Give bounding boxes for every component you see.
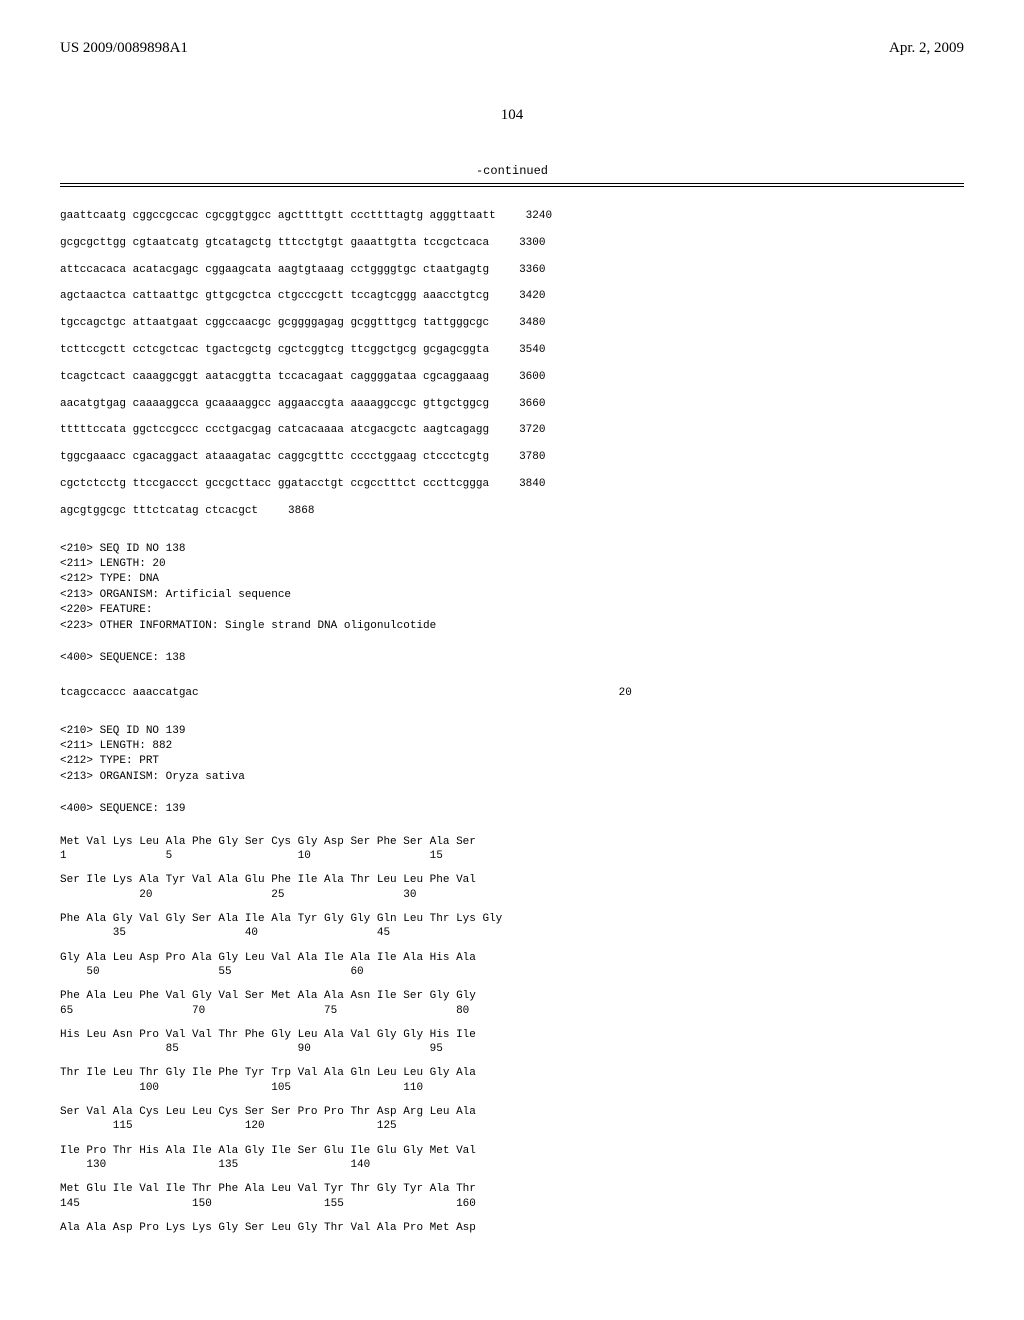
- dna-sequence-line: tggcgaaacc cgacaggact ataaagatac caggcgt…: [60, 448, 964, 468]
- page-header: US 2009/0089898A1 Apr. 2, 2009: [60, 40, 964, 57]
- dna-sequence-line: tcagctcact caaaggcggt aatacggtta tccacag…: [60, 368, 964, 388]
- protein-row: Ser Ile Lys Ala Tyr Val Ala Glu Phe Ile …: [60, 873, 964, 902]
- protein-row: Phe Ala Gly Val Gly Ser Ala Ile Ala Tyr …: [60, 912, 964, 941]
- protein-row: His Leu Asn Pro Val Val Thr Phe Gly Leu …: [60, 1028, 964, 1057]
- dna-sequence-line: agcgtggcgc tttctcatag ctcacgct3868: [60, 502, 964, 522]
- protein-row: Thr Ile Leu Thr Gly Ile Phe Tyr Trp Val …: [60, 1066, 964, 1095]
- patent-number: US 2009/0089898A1: [60, 40, 188, 57]
- metadata-line: <210> SEQ ID NO 138: [60, 542, 964, 557]
- metadata-line: <213> ORGANISM: Oryza sativa: [60, 770, 964, 785]
- metadata-line: <220> FEATURE:: [60, 603, 964, 618]
- dna-sequence-line: gaattcaatg cggccgccac cgcggtggcc agctttt…: [60, 207, 964, 227]
- sequence-139-label: <400> SEQUENCE: 139: [60, 800, 964, 820]
- patent-date: Apr. 2, 2009: [889, 40, 964, 57]
- protein-row: Met Val Lys Leu Ala Phe Gly Ser Cys Gly …: [60, 835, 964, 864]
- dna-sequence-block: gaattcaatg cggccgccac cgcggtggcc agctttt…: [60, 207, 964, 522]
- page-number: 104: [60, 107, 964, 124]
- protein-row: Ile Pro Thr His Ala Ile Ala Gly Ile Ser …: [60, 1144, 964, 1173]
- metadata-line: <211> LENGTH: 882: [60, 739, 964, 754]
- metadata-line: <223> OTHER INFORMATION: Single strand D…: [60, 619, 964, 634]
- metadata-line: <212> TYPE: DNA: [60, 572, 964, 587]
- metadata-line: <211> LENGTH: 20: [60, 557, 964, 572]
- dna-sequence-line: gcgcgcttgg cgtaatcatg gtcatagctg tttcctg…: [60, 234, 964, 254]
- metadata-line: <213> ORGANISM: Artificial sequence: [60, 588, 964, 603]
- sequence-138-label: <400> SEQUENCE: 138: [60, 649, 964, 669]
- protein-row: Met Glu Ile Val Ile Thr Phe Ala Leu Val …: [60, 1182, 964, 1211]
- dna-sequence-line: attccacaca acatacgagc cggaagcata aagtgta…: [60, 261, 964, 281]
- divider-thin: [60, 186, 964, 187]
- metadata-139: <210> SEQ ID NO 139<211> LENGTH: 882<212…: [60, 724, 964, 786]
- dna-sequence-line: tcttccgctt cctcgctcac tgactcgctg cgctcgg…: [60, 341, 964, 361]
- dna-sequence-line: aacatgtgag caaaaggcca gcaaaaggcc aggaacc…: [60, 395, 964, 415]
- protein-row: Ala Ala Asp Pro Lys Lys Gly Ser Leu Gly …: [60, 1221, 964, 1235]
- dna-sequence-line: agctaactca cattaattgc gttgcgctca ctgcccg…: [60, 287, 964, 307]
- sequence-138: tcagccaccc aaaccatgac20: [60, 684, 964, 704]
- protein-row: Phe Ala Leu Phe Val Gly Val Ser Met Ala …: [60, 989, 964, 1018]
- continued-label: -continued: [60, 164, 964, 178]
- metadata-line: <210> SEQ ID NO 139: [60, 724, 964, 739]
- metadata-138: <210> SEQ ID NO 138<211> LENGTH: 20<212>…: [60, 542, 964, 634]
- protein-row: Gly Ala Leu Asp Pro Ala Gly Leu Val Ala …: [60, 951, 964, 980]
- divider-thick: [60, 183, 964, 184]
- protein-row: Ser Val Ala Cys Leu Leu Cys Ser Ser Pro …: [60, 1105, 964, 1134]
- protein-sequence-block: Met Val Lys Leu Ala Phe Gly Ser Cys Gly …: [60, 835, 964, 1235]
- dna-sequence-line: cgctctcctg ttccgaccct gccgcttacc ggatacc…: [60, 475, 964, 495]
- dna-sequence-line: tttttccata ggctccgccc ccctgacgag catcaca…: [60, 421, 964, 441]
- metadata-line: <212> TYPE: PRT: [60, 754, 964, 769]
- dna-sequence-line: tgccagctgc attaatgaat cggccaacgc gcgggga…: [60, 314, 964, 334]
